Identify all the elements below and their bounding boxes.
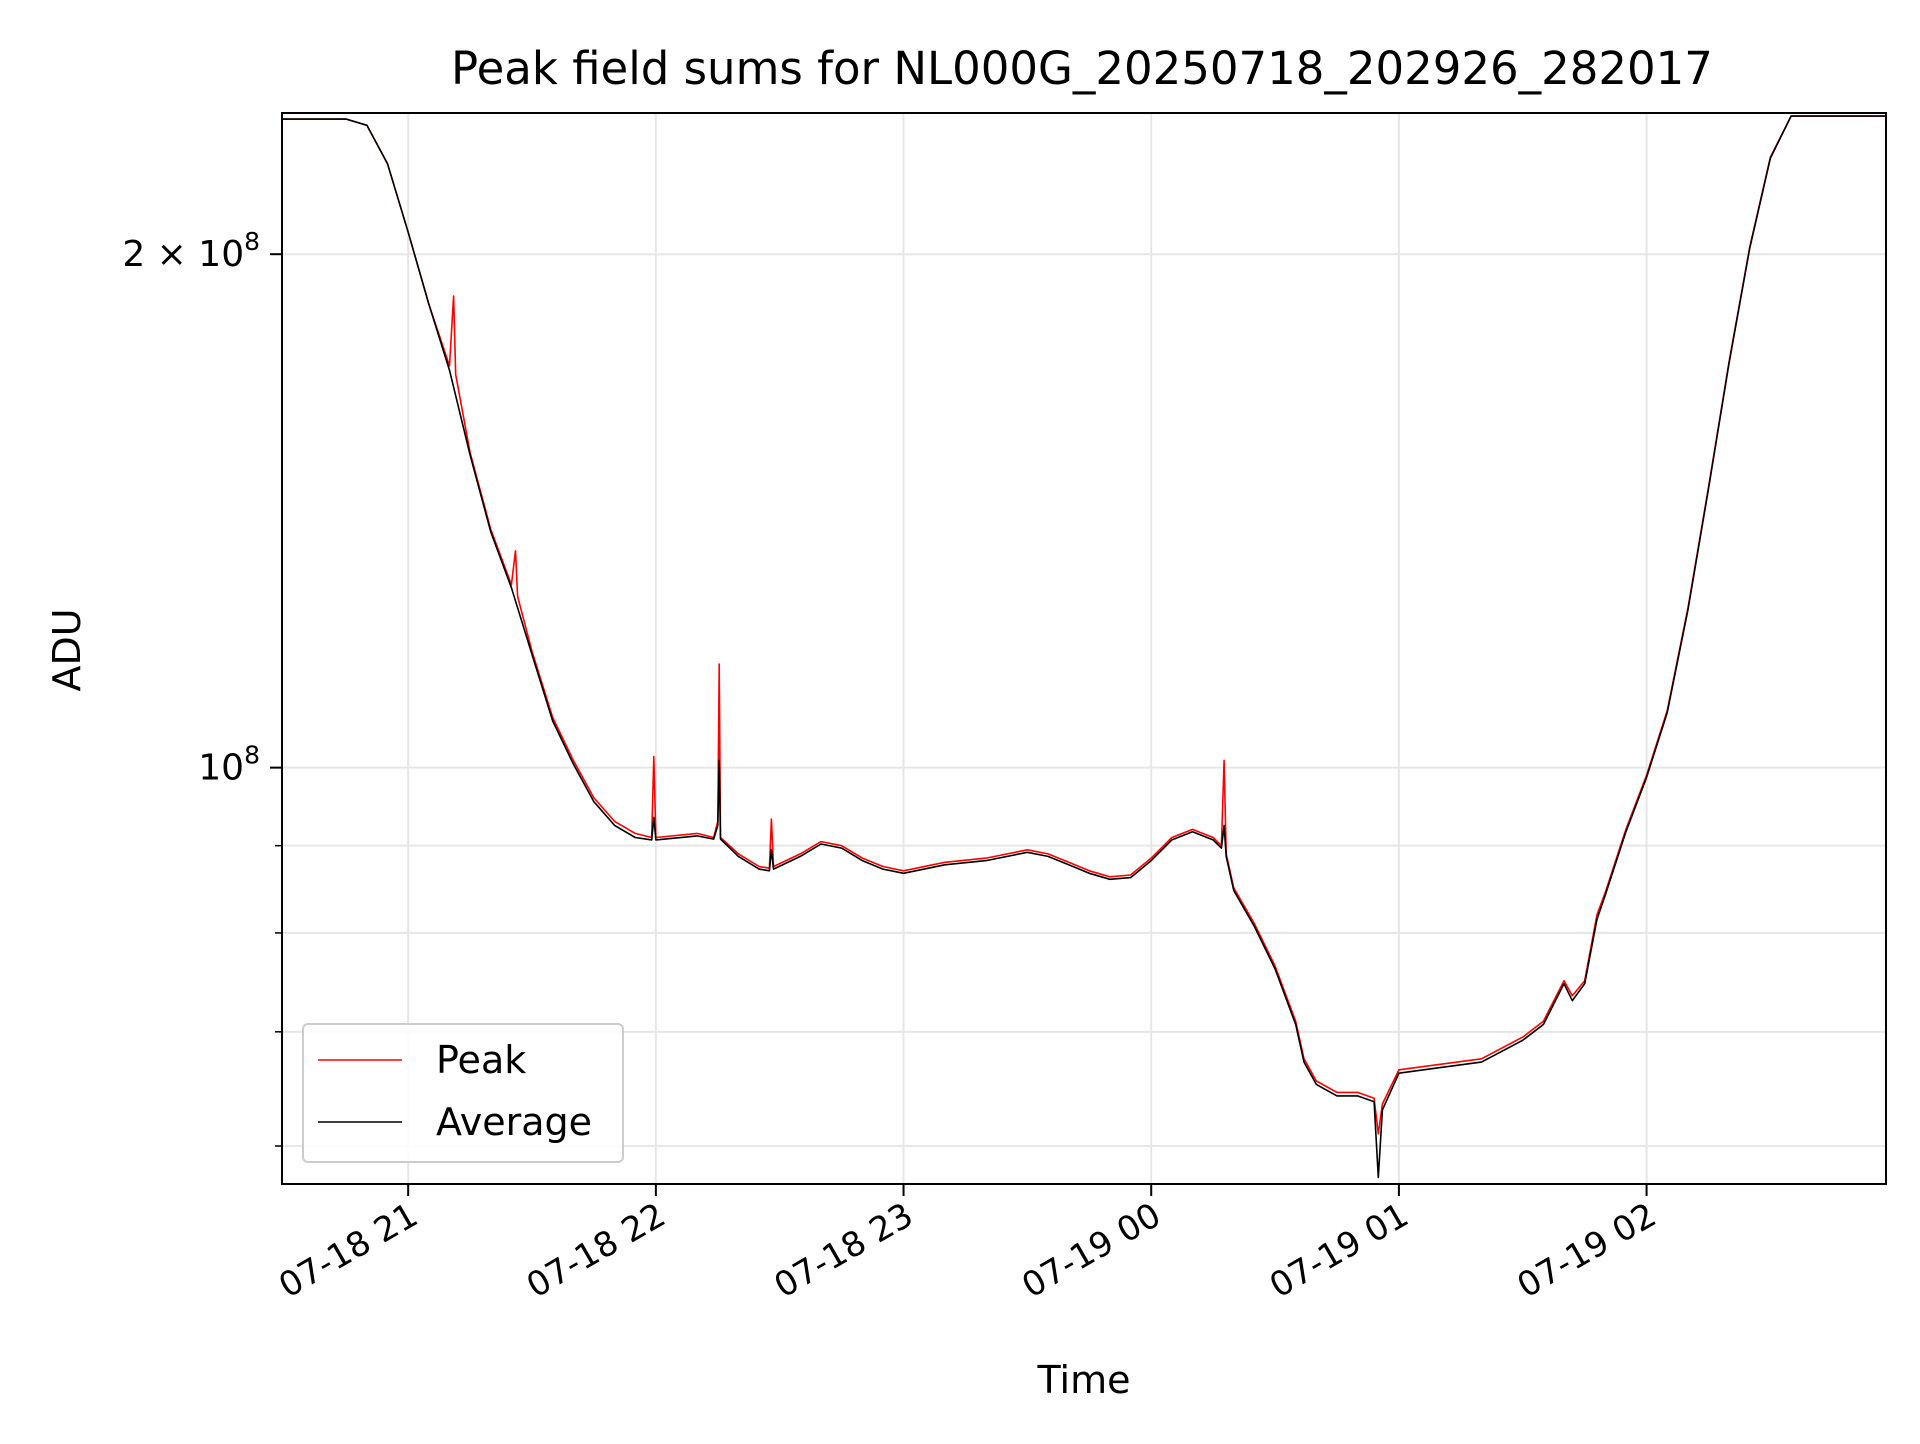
y-tick-label-base: 10 — [198, 748, 244, 789]
legend-label-peak: Peak — [436, 1038, 526, 1082]
y-tick-label: 108 — [198, 741, 260, 789]
legend: Peak Average — [302, 1023, 624, 1163]
y-tick-label: 2 × 108 — [122, 227, 260, 275]
legend-box — [302, 1023, 624, 1163]
y-tick-label-base: 2 × 10 — [122, 234, 244, 275]
legend-label-average: Average — [436, 1100, 592, 1144]
y-tick-label-exponent: 8 — [244, 227, 260, 256]
chart-title: Peak field sums for NL000G_20250718_2029… — [451, 42, 1713, 95]
series-line-peak — [282, 115, 1886, 1135]
plot-frame — [281, 112, 1887, 1185]
y-tick-label-exponent: 8 — [244, 741, 260, 770]
plot-lines — [282, 115, 1886, 1179]
y-axis-label: ADU — [45, 608, 89, 691]
series-line-average — [282, 115, 1886, 1179]
x-axis-label: Time — [1037, 1358, 1131, 1402]
